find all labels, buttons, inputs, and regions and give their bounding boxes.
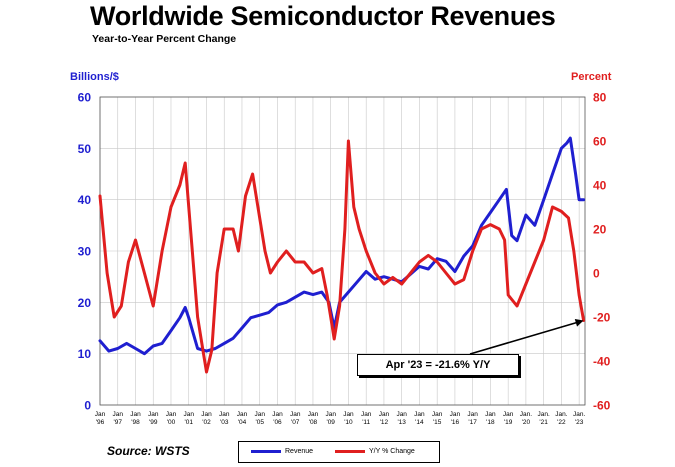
x-tick-label-month: Jan [113, 411, 124, 418]
x-tick-label-year: '21 [539, 419, 548, 426]
right-tick-label: 0 [593, 267, 600, 281]
annotation-box: Apr '23 = -21.6% Y/Y [357, 354, 519, 376]
x-tick-label-year: '00 [167, 419, 176, 426]
legend: Revenue Y/Y % Change [238, 441, 440, 463]
x-tick-label-year: '11 [362, 419, 370, 426]
x-tick-label-month: Jan [254, 411, 265, 418]
x-tick-label-year: '22 [557, 419, 566, 426]
yy-change-series-line [98, 139, 586, 374]
right-tick-label: 60 [593, 135, 607, 149]
legend-item-revenue: Revenue [251, 448, 313, 455]
x-tick-label-month: Jan [166, 411, 177, 418]
left-axis-title: Billions/$ [70, 71, 119, 83]
x-tick-label-year: '08 [309, 419, 318, 426]
right-tick-label: 80 [593, 91, 607, 105]
x-tick-label-year: '02 [202, 419, 211, 426]
x-tick-label-year: '01 [184, 419, 193, 426]
right-tick-label: -60 [593, 399, 611, 413]
x-tick-label-year: '23 [575, 419, 584, 426]
x-tick-label-year: '16 [451, 419, 460, 426]
x-tick-label-month: Jan [379, 411, 390, 418]
left-tick-label: 20 [78, 296, 92, 310]
x-tick-label-month: Jan. [520, 411, 532, 418]
left-tick-label: 30 [78, 245, 92, 259]
legend-swatch-yy-change [335, 450, 365, 453]
legend-label-yy-change: Y/Y % Change [369, 448, 415, 455]
x-tick-label-month: Jan. [573, 411, 585, 418]
x-tick-label-year: '18 [486, 419, 495, 426]
left-tick-label: 60 [78, 91, 92, 105]
x-tick-label-month: Jan [95, 411, 106, 418]
x-tick-label-month: Jan [467, 411, 478, 418]
x-tick-label-month: Jan [237, 411, 248, 418]
x-tick-label-year: '09 [326, 419, 335, 426]
right-tick-label: 40 [593, 179, 607, 193]
x-tick-label-year: '15 [433, 419, 442, 426]
chart-title: Worldwide Semiconductor Revenues [90, 1, 556, 31]
x-tick-label-month: Jan [485, 411, 496, 418]
x-tick-label-year: '17 [468, 419, 477, 426]
x-tick-label-year: '04 [238, 419, 247, 426]
x-tick-label-month: Jan [130, 411, 141, 418]
x-tick-label-year: '07 [291, 419, 300, 426]
x-tick-label-month: Jan [432, 411, 443, 418]
x-tick-label-month: Jan [361, 411, 372, 418]
right-axis-title: Percent [571, 71, 612, 83]
x-tick-label-month: Jan [343, 411, 354, 418]
x-tick-label-month: Jan [308, 411, 319, 418]
x-tick-label-year: '03 [220, 419, 229, 426]
x-tick-label-year: '19 [504, 419, 513, 426]
right-tick-label: -40 [593, 355, 611, 369]
source-note: Source: WSTS [107, 444, 190, 458]
x-tick-label-month: Jan. [555, 411, 567, 418]
x-tick-label-month: Jan [503, 411, 514, 418]
x-tick-label-month: Jan [148, 411, 159, 418]
left-tick-label: 10 [78, 347, 92, 361]
x-tick-label-month: Jan [396, 411, 407, 418]
x-tick-label-year: '14 [415, 419, 424, 426]
x-tick-label-year: '20 [522, 419, 531, 426]
x-tick-label-year: '12 [380, 419, 389, 426]
x-tick-label-month: Jan [219, 411, 230, 418]
left-tick-label: 50 [78, 142, 92, 156]
x-tick-label-month: Jan [183, 411, 194, 418]
x-tick-label-month: Jan [290, 411, 301, 418]
x-tick-label-year: '10 [344, 419, 353, 426]
x-tick-label-year: '98 [131, 419, 140, 426]
annotation-arrow-head [574, 318, 584, 327]
revenue-series-line [98, 136, 586, 356]
left-tick-label: 40 [78, 193, 92, 207]
x-tick-label-month: Jan [325, 411, 336, 418]
right-tick-label: 20 [593, 223, 607, 237]
x-tick-label-year: '96 [96, 419, 105, 426]
x-tick-label-year: '99 [149, 419, 158, 426]
x-tick-label-year: '97 [114, 419, 123, 426]
legend-item-yy-change: Y/Y % Change [335, 448, 415, 455]
right-tick-label: -20 [593, 311, 611, 325]
plot-frame [99, 96, 586, 406]
legend-swatch-revenue [251, 450, 281, 453]
annotation-arrow-line [469, 320, 581, 355]
x-tick-label-month: Jan. [538, 411, 550, 418]
x-tick-label-year: '13 [397, 419, 406, 426]
x-tick-label-year: '05 [255, 419, 264, 426]
x-tick-label-month: Jan [414, 411, 425, 418]
legend-label-revenue: Revenue [285, 448, 314, 455]
x-tick-label-year: '06 [273, 419, 282, 426]
x-tick-label-month: Jan [272, 411, 283, 418]
left-tick-label: 0 [84, 399, 91, 413]
x-tick-label-month: Jan [201, 411, 212, 418]
chart-subtitle: Year-to-Year Percent Change [92, 33, 237, 45]
x-tick-label-month: Jan [450, 411, 461, 418]
